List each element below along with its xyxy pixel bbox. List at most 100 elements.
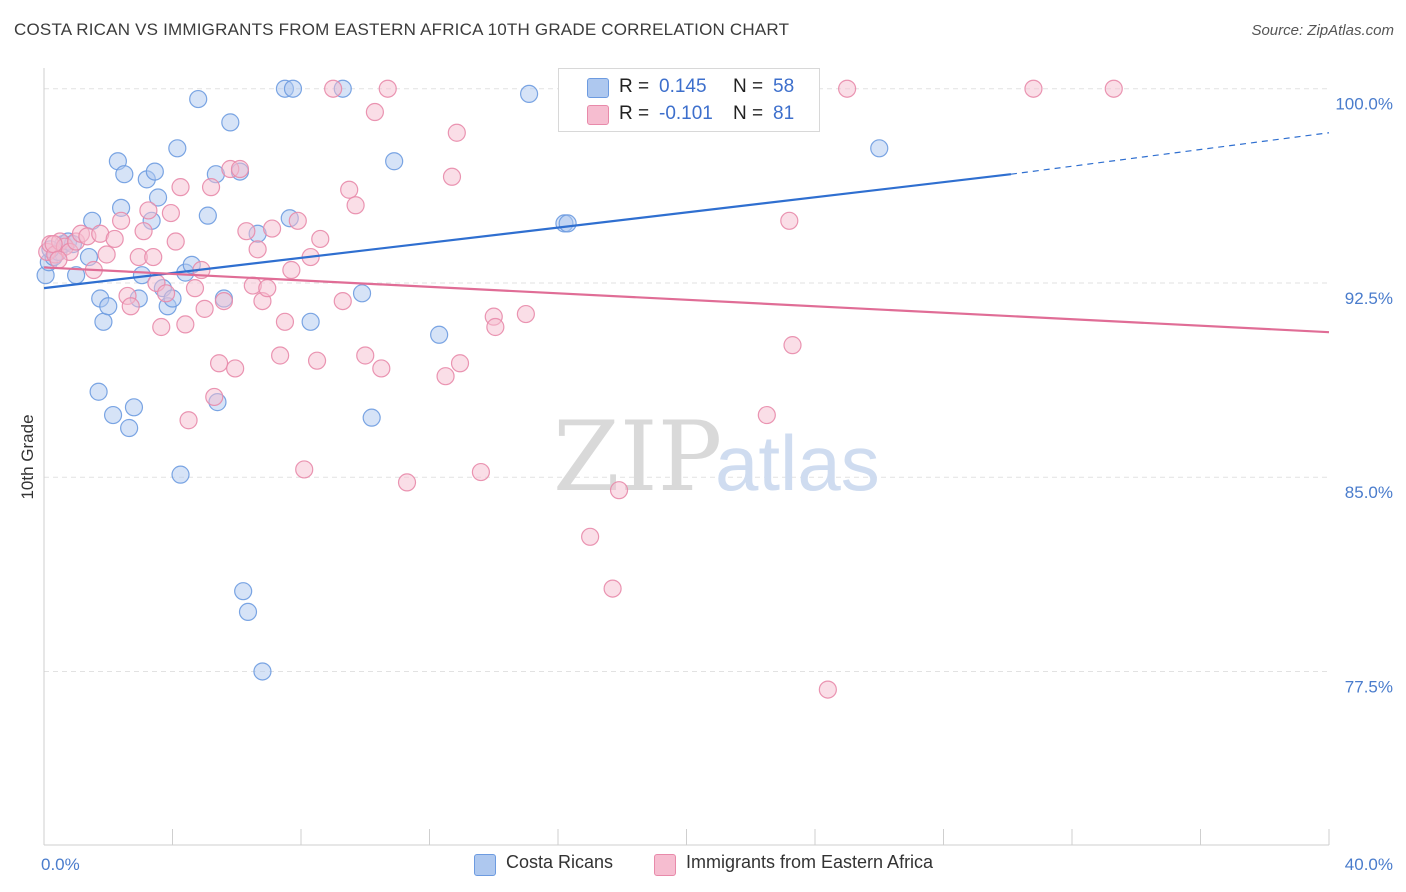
eastern-africa-point xyxy=(237,222,256,241)
stats-legend: R = 0.145 N = 58 R = -0.101 N = 81 xyxy=(558,68,820,132)
y-tick-label: 85.0% xyxy=(1345,483,1393,502)
legend-n-label: N = xyxy=(733,76,764,97)
eastern-africa-point xyxy=(139,201,158,220)
eastern-africa-point xyxy=(144,247,163,267)
costa-rican-point xyxy=(189,89,208,109)
eastern-africa-point xyxy=(295,460,314,479)
eastern-africa-point xyxy=(176,315,195,334)
costa-rican-point xyxy=(94,312,113,331)
costa-rican-point xyxy=(558,214,577,233)
costa-rican-point xyxy=(115,165,134,184)
eastern-africa-point xyxy=(442,167,462,186)
trend-layer xyxy=(43,132,1330,334)
y-tick-label: 100.0% xyxy=(1335,95,1393,114)
eastern-africa-point xyxy=(121,297,140,316)
eastern-africa-point xyxy=(609,481,629,500)
costa-rican-point xyxy=(145,162,164,181)
legend-r-label: R = xyxy=(619,76,650,97)
eastern-africa-point xyxy=(230,159,250,179)
bottom-legend-swatch-blue xyxy=(474,854,496,876)
eastern-africa-point xyxy=(1104,79,1123,98)
eastern-africa-point xyxy=(156,284,176,303)
eastern-africa-point xyxy=(105,229,124,249)
eastern-africa-point xyxy=(179,411,198,430)
y-tick-label: 92.5% xyxy=(1345,289,1393,308)
eastern-africa-point xyxy=(486,317,505,337)
watermark-atlas: atlas xyxy=(715,419,880,507)
eastern-africa-point xyxy=(818,680,837,699)
costa-rican-point xyxy=(301,312,320,331)
eastern-africa-point xyxy=(111,211,131,230)
eastern-africa-point xyxy=(436,367,455,386)
eastern-africa-point xyxy=(209,354,229,373)
legend-n-value: 81 xyxy=(773,103,795,124)
eastern-africa-point xyxy=(49,250,68,269)
costa-rican-point xyxy=(120,418,139,438)
legend-r-label: R = xyxy=(619,103,650,124)
eastern-africa-point xyxy=(333,292,352,311)
eastern-africa-point xyxy=(365,102,384,122)
costa-rican-point xyxy=(124,398,144,417)
eastern-africa-point xyxy=(783,336,802,355)
eastern-africa-point xyxy=(201,178,221,197)
eastern-africa-point xyxy=(166,232,185,251)
bottom-legend-swatch-pink xyxy=(654,854,676,876)
eastern-africa-point xyxy=(97,245,116,264)
legend-r-value: 0.145 xyxy=(659,76,707,97)
costa-rican-point xyxy=(234,582,253,601)
eastern-africa-point xyxy=(275,312,295,331)
eastern-africa-point xyxy=(378,79,397,98)
points-layer xyxy=(36,79,1123,699)
costa-rican-point xyxy=(99,297,118,316)
costa-rican-point xyxy=(352,284,372,303)
costa-rican-point xyxy=(519,84,539,104)
eastern-africa-point xyxy=(185,279,205,298)
eastern-africa-point xyxy=(248,240,267,259)
eastern-africa-point xyxy=(161,203,180,223)
watermark-zip: ZIP xyxy=(553,401,722,513)
costa-rican-point xyxy=(870,139,889,158)
eastern-africa-point xyxy=(262,219,282,238)
eastern-africa-point xyxy=(134,222,153,241)
eastern-africa-point xyxy=(195,299,214,318)
x-tick-label: 0.0% xyxy=(41,855,80,874)
legend-n-label: N = xyxy=(733,103,764,124)
y-tick-label: 77.5% xyxy=(1345,677,1393,696)
costa-rican-point xyxy=(430,325,449,344)
eastern-africa-point xyxy=(471,462,490,482)
legend-swatch-pink xyxy=(587,105,609,125)
costa-rican-point xyxy=(198,206,217,225)
eastern-africa-trendline xyxy=(43,266,1330,334)
costa-rican-trendline-extension xyxy=(1010,132,1330,175)
eastern-africa-point xyxy=(324,79,343,98)
eastern-africa-point xyxy=(450,354,470,373)
eastern-africa-point xyxy=(307,351,327,370)
costa-rican-point xyxy=(148,188,168,207)
eastern-africa-point xyxy=(1024,79,1043,98)
eastern-africa-point xyxy=(214,292,233,311)
costa-rican-point xyxy=(221,113,240,132)
eastern-africa-point xyxy=(226,359,245,378)
eastern-africa-point xyxy=(346,196,365,215)
costa-rican-point xyxy=(385,152,404,171)
costa-rican-point xyxy=(171,465,190,484)
costa-rican-point xyxy=(168,139,187,158)
eastern-africa-point xyxy=(780,211,799,230)
legend-n-value: 58 xyxy=(773,76,795,97)
costa-rican-point xyxy=(103,405,123,425)
eastern-africa-point xyxy=(271,346,290,365)
eastern-africa-point xyxy=(838,79,857,98)
costa-rican-point xyxy=(89,382,108,401)
bottom-legend-label: Immigrants from Eastern Africa xyxy=(686,852,934,872)
eastern-africa-point xyxy=(603,579,622,598)
bottom-legend-label: Costa Ricans xyxy=(506,852,614,872)
eastern-africa-point xyxy=(44,235,63,254)
legend-r-value: -0.101 xyxy=(659,103,713,124)
costa-rican-point xyxy=(238,602,258,622)
eastern-africa-point xyxy=(311,229,330,249)
legend-swatch-blue xyxy=(587,78,609,98)
eastern-africa-point xyxy=(205,387,224,407)
axis-layer: 100.0% 92.5% 85.0% 77.5% 0.0% 40.0% xyxy=(41,68,1393,874)
source-label: Source: ZipAtlas.com xyxy=(1251,22,1394,39)
eastern-africa-point xyxy=(258,279,277,298)
